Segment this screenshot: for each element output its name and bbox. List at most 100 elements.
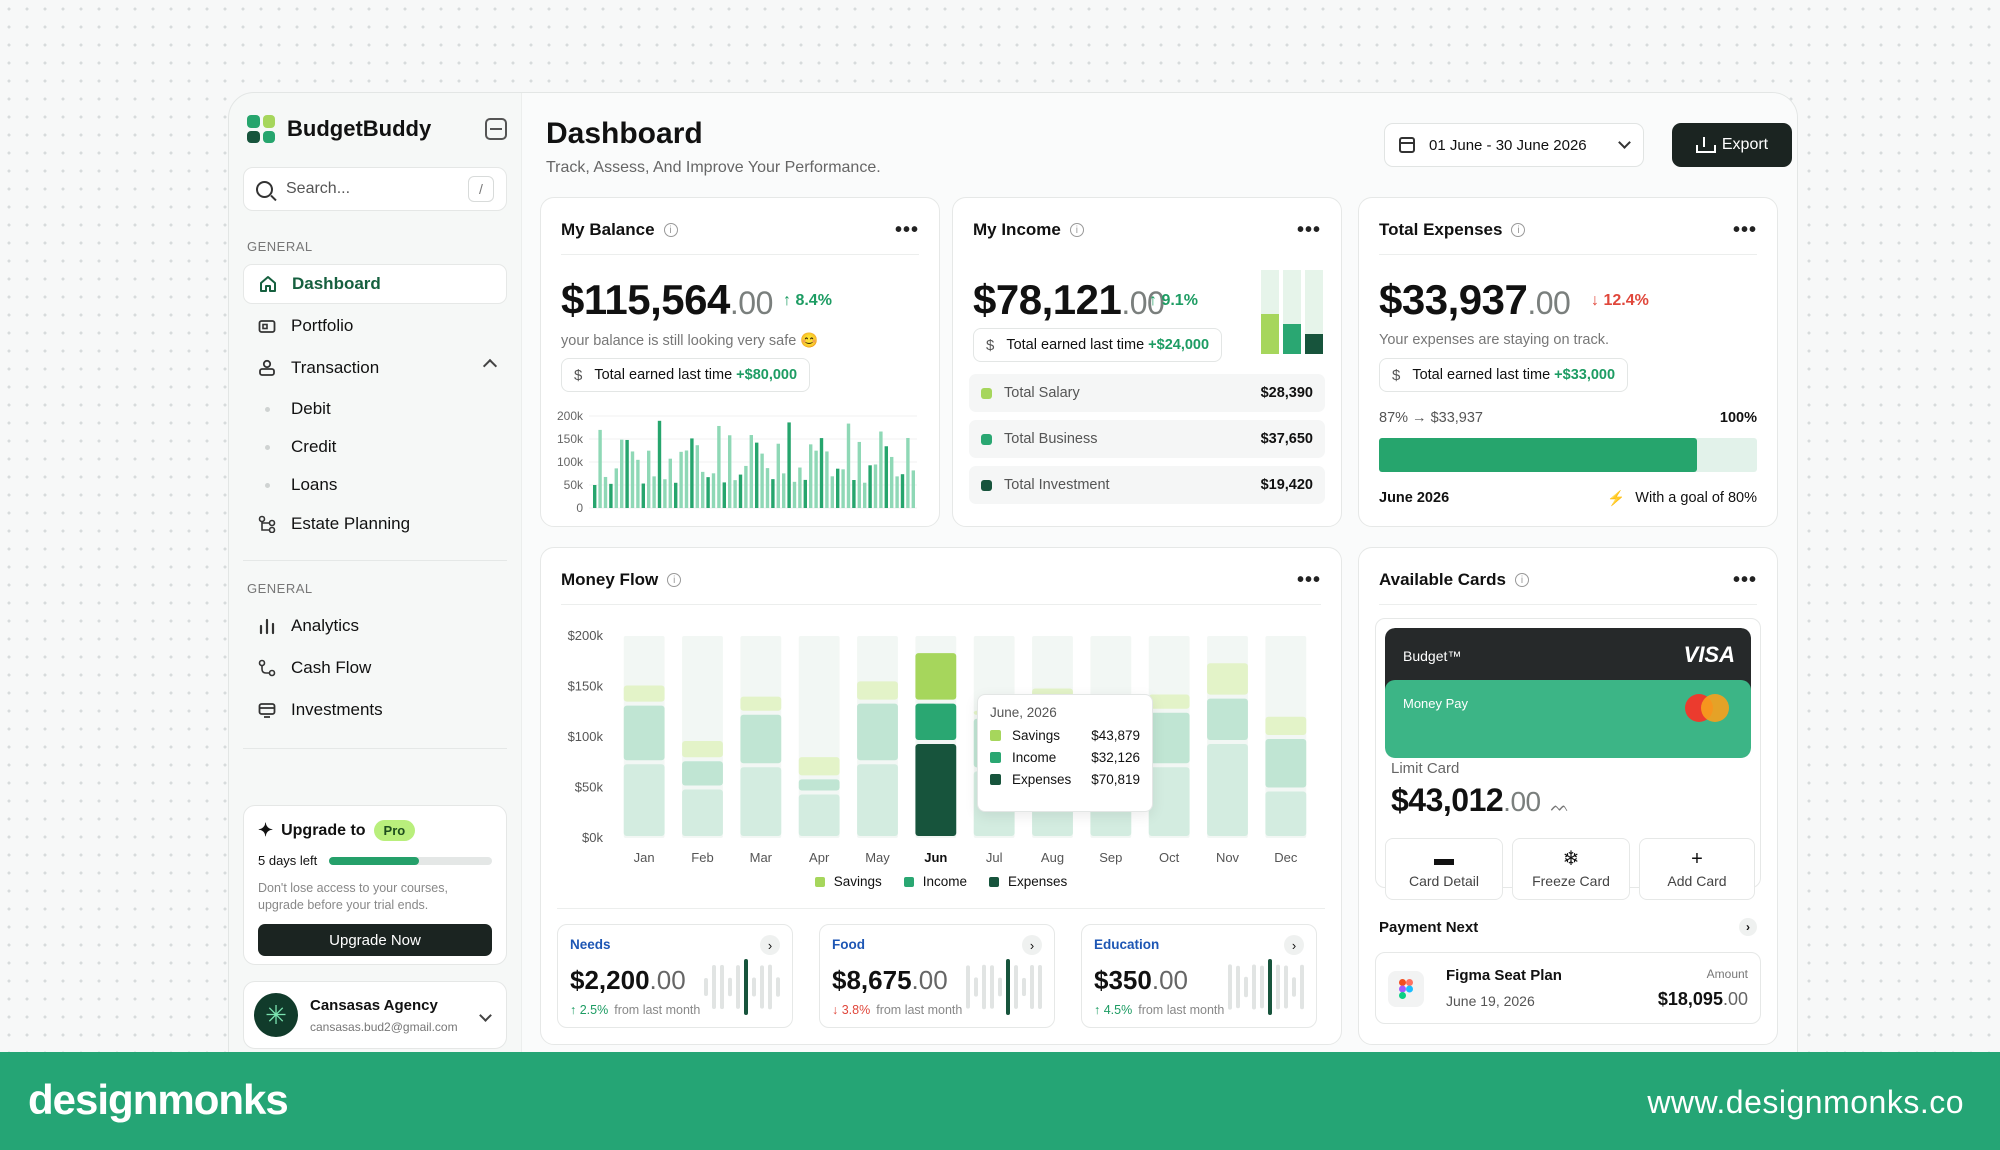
sidebar-subitem-credit[interactable]: Credit (243, 428, 507, 466)
mini-sparkbar (744, 959, 748, 1015)
bar-expenses-jun[interactable] (915, 744, 957, 836)
bar-savings-jan[interactable] (623, 685, 665, 702)
bar-expenses-oct[interactable] (1148, 767, 1190, 836)
amount-cents: .00 (1151, 965, 1188, 995)
mini-card-needs[interactable]: Needs › $2,200.00 ↑ 2.5% from last month (557, 924, 793, 1028)
bar-expenses-feb[interactable] (682, 789, 723, 837)
card-title: My Balance (561, 220, 655, 239)
tooltip-label: Income (1012, 750, 1057, 765)
bar-savings-apr[interactable] (798, 757, 840, 776)
trial-progress-fill (329, 856, 419, 865)
chevron-down-icon (1618, 136, 1631, 149)
bar-income-oct[interactable] (1148, 712, 1190, 764)
divider (243, 560, 507, 561)
bar-income-dec[interactable] (1265, 739, 1307, 788)
tooltip-label: Savings (1012, 728, 1061, 743)
bar-expenses-may[interactable] (857, 764, 898, 836)
page-header: Dashboard Track, Assess, And Improve You… (546, 117, 881, 177)
search-input[interactable]: Search... (286, 180, 351, 197)
bar-savings-nov[interactable] (1207, 663, 1248, 695)
bar-savings-dec[interactable] (1265, 716, 1307, 735)
payment-name: Figma Seat Plan (1446, 967, 1562, 984)
income-row-investment: Total Investment $19,420 (969, 466, 1325, 504)
sidebar-item-estate-planning[interactable]: Estate Planning (243, 504, 507, 544)
bar-income-may[interactable] (857, 703, 898, 761)
info-icon[interactable]: i (1069, 223, 1084, 237)
payment-item[interactable]: Figma Seat Plan June 19, 2026 Amount $18… (1375, 952, 1761, 1024)
bar-income-feb[interactable] (682, 761, 723, 786)
more-icon[interactable]: ••• (1732, 569, 1757, 591)
more-icon[interactable]: ••• (1732, 219, 1757, 241)
info-icon[interactable]: i (667, 573, 682, 587)
sidebar-item-portfolio[interactable]: Portfolio (243, 306, 507, 346)
mini-sparkbar (1022, 977, 1026, 997)
bar-savings-feb[interactable] (682, 741, 723, 758)
bar-savings-mar[interactable] (740, 696, 782, 711)
upgrade-note-line: Don't lose access to your courses, (258, 881, 448, 895)
bar-expenses-nov[interactable] (1207, 744, 1248, 836)
sidebar-item-investments[interactable]: Investments (243, 690, 507, 730)
sidebar-item-analytics[interactable]: Analytics (243, 606, 507, 646)
info-icon[interactable]: i (1511, 223, 1526, 237)
income-amount: $78,121.00 (973, 276, 1165, 324)
account-switcher[interactable]: ✳ Cansasas Agency cansasas.bud2@gmail.co… (243, 981, 507, 1049)
more-icon[interactable]: ••• (1296, 219, 1321, 241)
legend-item: Savings (814, 874, 882, 889)
chevron-right-icon[interactable]: › (1284, 935, 1304, 955)
mini-card-education[interactable]: Education › $350.00 ↑ 4.5% from last month (1081, 924, 1317, 1028)
bar-income-jan[interactable] (623, 705, 665, 761)
eye-off-icon[interactable]: ᨓ (1550, 798, 1570, 815)
chevron-right-icon[interactable]: › (1022, 935, 1042, 955)
sidebar-subitem-loans[interactable]: Loans (243, 466, 507, 504)
bar-savings-may[interactable] (857, 681, 898, 700)
bar-expenses-dec[interactable] (1265, 791, 1307, 836)
add-card-button[interactable]: + Add Card (1639, 838, 1755, 900)
balance-bar (825, 451, 829, 508)
balance-bar (679, 451, 683, 508)
sidebar-item-cash-flow[interactable]: Cash Flow (243, 648, 507, 688)
chevron-down-icon[interactable] (479, 1008, 492, 1022)
export-button[interactable]: Export (1672, 123, 1792, 167)
bar-savings-jun[interactable] (915, 653, 957, 700)
bar-income-jun[interactable] (915, 703, 957, 741)
balance-bar (625, 439, 629, 508)
freeze-card-button[interactable]: ❄ Freeze Card (1512, 838, 1630, 900)
bar-savings-oct[interactable] (1148, 694, 1190, 709)
search-bar[interactable]: Search... / (243, 167, 507, 211)
more-icon[interactable]: ••• (1296, 569, 1321, 591)
balance-bar (733, 480, 737, 508)
bar-income-apr[interactable] (798, 779, 840, 791)
balance-bar (744, 465, 748, 508)
mini-card-food[interactable]: Food › $8,675.00 ↓ 3.8% from last month (819, 924, 1055, 1028)
chevron-right-icon[interactable]: › (760, 935, 780, 955)
info-icon[interactable]: i (1514, 573, 1529, 587)
payment-next-header[interactable]: Payment Next › (1379, 918, 1757, 936)
balance-bar (836, 468, 840, 508)
info-icon[interactable]: i (663, 223, 678, 237)
card-detail-button[interactable]: ▬ Card Detail (1385, 838, 1503, 900)
sidebar-item-dashboard[interactable]: Dashboard (243, 264, 507, 304)
wallet-icon (257, 316, 277, 336)
balance-bar (841, 469, 845, 508)
expenses-delta: ↓ 12.4% (1591, 292, 1649, 309)
bar-expenses-mar[interactable] (740, 767, 782, 836)
sidebar-subitem-debit[interactable]: Debit (243, 390, 507, 428)
more-icon[interactable]: ••• (894, 219, 919, 241)
credit-card-visual[interactable]: Budget™ VISA Money Pay (1385, 628, 1751, 758)
expenses-progress-fill (1379, 438, 1697, 472)
date-range-picker[interactable]: 01 June - 30 June 2026 (1384, 123, 1644, 167)
bar-expenses-jan[interactable] (623, 764, 665, 836)
bar-expenses-apr[interactable] (798, 794, 840, 836)
bar-income-mar[interactable] (740, 714, 782, 764)
bar-income-nov[interactable] (1207, 698, 1248, 741)
collapse-sidebar-icon[interactable] (485, 118, 507, 140)
chevron-up-icon[interactable] (482, 358, 498, 374)
upgrade-now-button[interactable]: Upgrade Now (258, 924, 492, 956)
balance-bar (701, 471, 705, 508)
footer-url[interactable]: www.designmonks.co (1647, 1084, 1964, 1120)
delta-note: from last month (876, 1003, 963, 1017)
sidebar-item-transaction[interactable]: Transaction (243, 348, 507, 388)
limit-amount: $43,012.00 ᨓ (1391, 782, 1570, 819)
balance-bar (765, 468, 770, 508)
download-icon (1695, 137, 1716, 153)
